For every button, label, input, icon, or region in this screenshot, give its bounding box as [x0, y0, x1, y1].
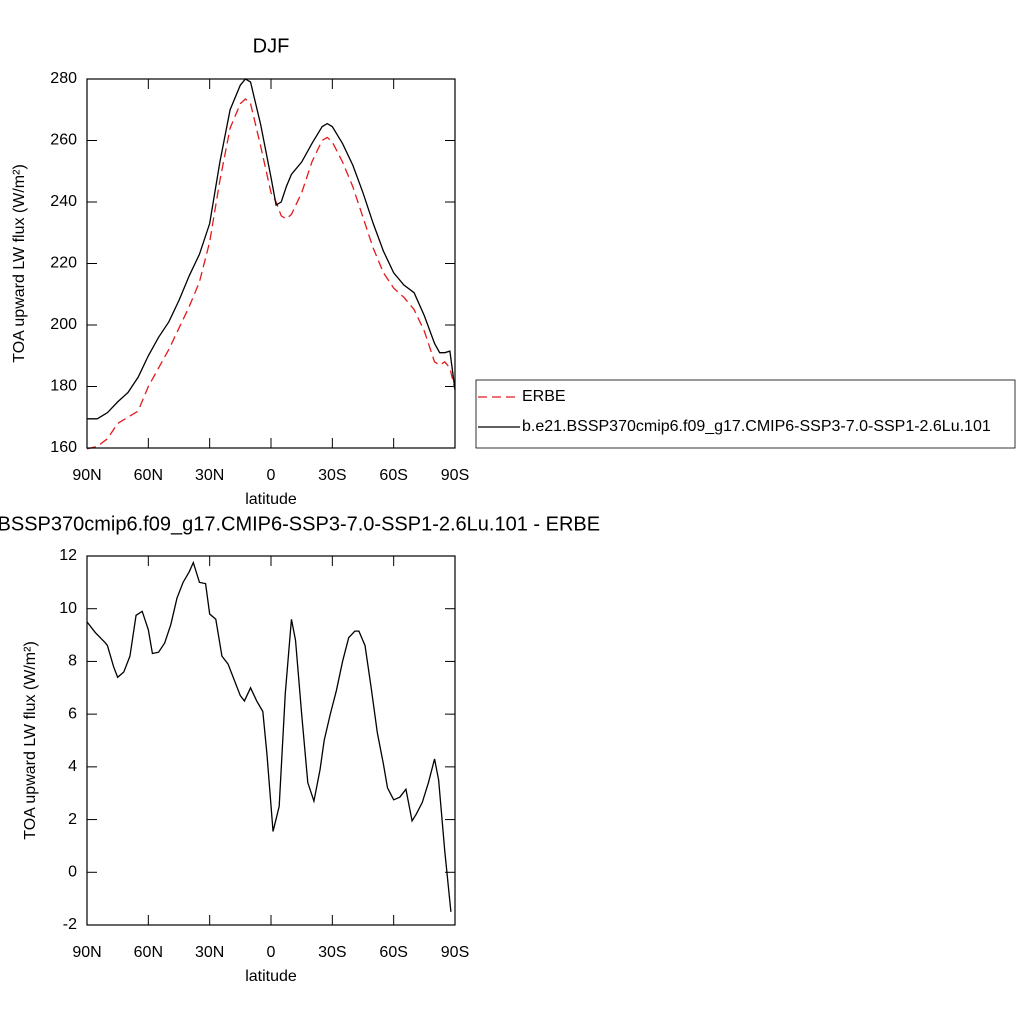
y-tick-label: 12 [59, 547, 77, 564]
y-tick-label: -2 [63, 916, 77, 933]
x-axis-label: latitude [245, 491, 297, 508]
x-tick-label: 0 [267, 944, 276, 961]
x-tick-label: 60S [379, 944, 407, 961]
x-tick-label: 60N [134, 944, 163, 961]
y-tick-label: 0 [68, 864, 77, 881]
x-tick-label: 90S [441, 467, 469, 484]
x-tick-label: 90N [72, 467, 101, 484]
chart-title: DJF [253, 35, 290, 57]
x-tick-label: 60S [379, 467, 407, 484]
x-tick-label: 90N [72, 944, 101, 961]
y-tick-label: 160 [50, 439, 77, 456]
y-axis-label: TOA upward LW flux (W/m²) [22, 641, 39, 840]
y-tick-label: 6 [68, 705, 77, 722]
y-tick-label: 260 [50, 132, 77, 149]
y-tick-label: 280 [50, 70, 77, 87]
legend-label: b.e21.BSSP370cmip6.f09_g17.CMIP6-SSP3-7.… [522, 418, 991, 435]
x-tick-label: 30N [195, 944, 224, 961]
x-tick-label: 30N [195, 467, 224, 484]
data-line [86, 560, 452, 912]
legend-box [475, 379, 1016, 449]
x-tick-label: 30S [318, 467, 346, 484]
legend-label: ERBE [522, 388, 566, 405]
x-tick-label: 0 [267, 467, 276, 484]
plot-frame [86, 555, 456, 926]
y-tick-label: 180 [50, 378, 77, 395]
y-tick-label: 2 [68, 811, 77, 828]
y-tick-label: 10 [59, 600, 77, 617]
y-tick-label: 220 [50, 255, 77, 272]
data-line [86, 98, 456, 450]
chart-title: b.e21.BSSP370cmip6.f09_g17.CMIP6-SSP3-7.… [0, 513, 600, 535]
y-tick-label: 4 [68, 758, 77, 775]
y-tick-label: 8 [68, 653, 77, 670]
x-tick-label: 30S [318, 944, 346, 961]
x-tick-label: 90S [441, 944, 469, 961]
y-axis-label: TOA upward LW flux (W/m²) [11, 164, 28, 363]
y-tick-label: 200 [50, 316, 77, 333]
data-line [87, 78, 456, 420]
x-axis-label: latitude [245, 968, 297, 985]
x-tick-label: 60N [134, 467, 163, 484]
y-tick-label: 240 [50, 193, 77, 210]
plot-frame [86, 78, 456, 449]
